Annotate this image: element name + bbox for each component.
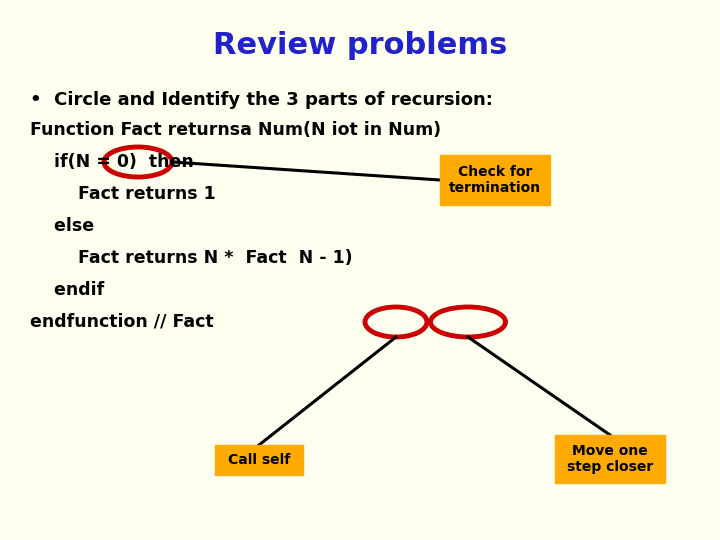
Text: Call self: Call self	[228, 453, 290, 467]
FancyBboxPatch shape	[215, 445, 303, 475]
Text: Function Fact returnsa Num(N iot in Num): Function Fact returnsa Num(N iot in Num)	[30, 121, 441, 139]
Text: Check for
termination: Check for termination	[449, 165, 541, 195]
Text: endfunction // Fact: endfunction // Fact	[30, 313, 214, 331]
Text: Fact returns 1: Fact returns 1	[30, 185, 216, 203]
Text: else: else	[30, 217, 94, 235]
Text: •  Circle and Identify the 3 parts of recursion:: • Circle and Identify the 3 parts of rec…	[30, 91, 493, 109]
Text: Move one
step closer: Move one step closer	[567, 444, 653, 474]
FancyBboxPatch shape	[440, 155, 550, 205]
Text: if(N = 0)  then: if(N = 0) then	[30, 153, 194, 171]
Text: endif: endif	[30, 281, 104, 299]
Text: Fact returns N *  Fact  N - 1): Fact returns N * Fact N - 1)	[30, 249, 353, 267]
Text: Review problems: Review problems	[213, 30, 507, 59]
FancyBboxPatch shape	[555, 435, 665, 483]
